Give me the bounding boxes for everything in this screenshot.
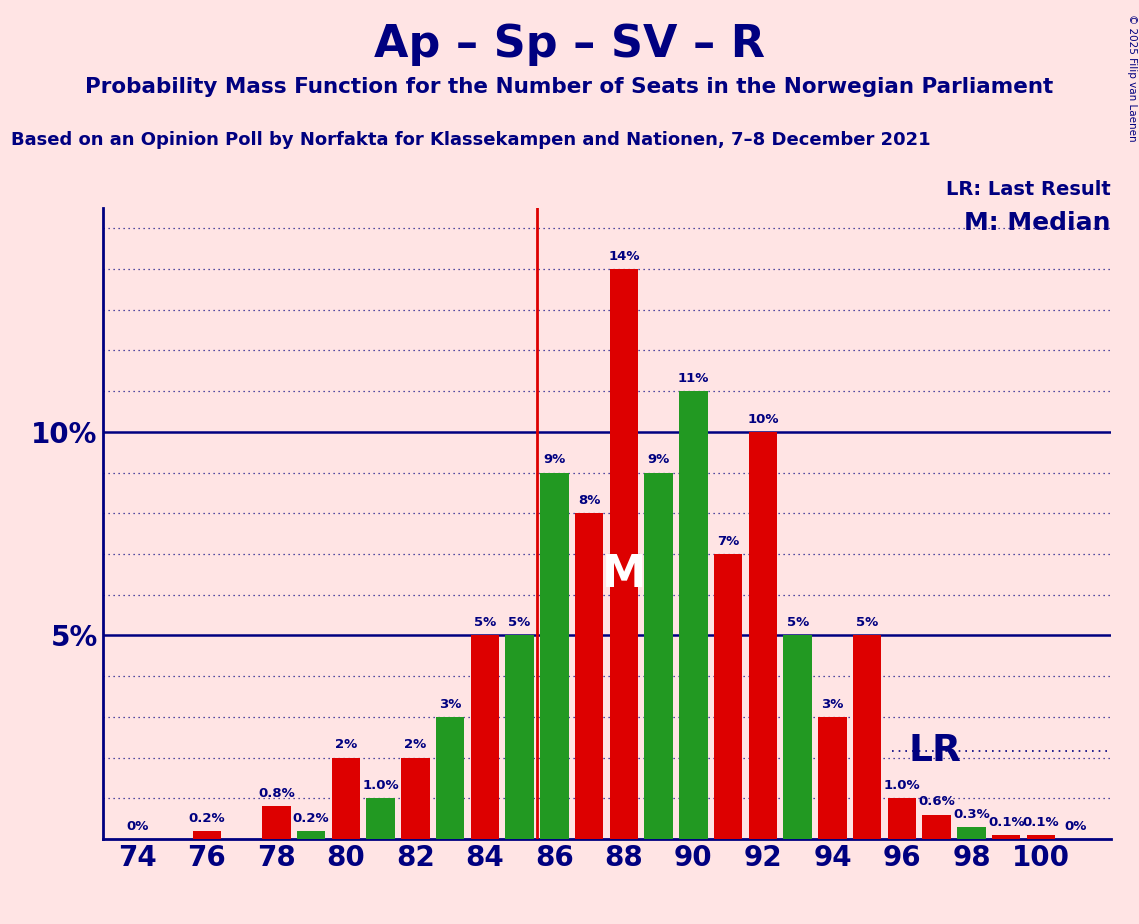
Text: 5%: 5% bbox=[508, 616, 531, 629]
Text: 0%: 0% bbox=[1065, 820, 1087, 833]
Bar bbox=[331, 758, 360, 839]
Bar bbox=[192, 831, 221, 839]
Bar bbox=[887, 798, 916, 839]
Text: 0.2%: 0.2% bbox=[293, 812, 329, 825]
Text: 9%: 9% bbox=[543, 454, 565, 467]
Text: LR: Last Result: LR: Last Result bbox=[945, 180, 1111, 200]
Bar bbox=[540, 472, 568, 839]
Text: Based on an Opinion Poll by Norfakta for Klassekampen and Nationen, 7–8 December: Based on an Opinion Poll by Norfakta for… bbox=[11, 131, 931, 149]
Text: 1.0%: 1.0% bbox=[884, 779, 920, 792]
Text: 5%: 5% bbox=[474, 616, 495, 629]
Text: 14%: 14% bbox=[608, 249, 640, 262]
Text: 0.6%: 0.6% bbox=[918, 796, 956, 808]
Text: 5%: 5% bbox=[857, 616, 878, 629]
Bar bbox=[297, 831, 326, 839]
Bar bbox=[992, 835, 1021, 839]
Text: 3%: 3% bbox=[821, 698, 844, 711]
Bar bbox=[436, 717, 465, 839]
Text: 1.0%: 1.0% bbox=[362, 779, 399, 792]
Bar bbox=[748, 432, 777, 839]
Bar bbox=[367, 798, 395, 839]
Text: 0.1%: 0.1% bbox=[988, 816, 1025, 829]
Text: 8%: 8% bbox=[577, 494, 600, 507]
Bar bbox=[262, 807, 290, 839]
Bar bbox=[575, 513, 604, 839]
Text: 9%: 9% bbox=[648, 454, 670, 467]
Bar bbox=[784, 636, 812, 839]
Bar bbox=[714, 554, 743, 839]
Text: 0.2%: 0.2% bbox=[188, 812, 226, 825]
Text: LR: LR bbox=[909, 734, 961, 770]
Text: 5%: 5% bbox=[787, 616, 809, 629]
Bar bbox=[853, 636, 882, 839]
Text: 0%: 0% bbox=[126, 820, 148, 833]
Text: M: Median: M: Median bbox=[964, 211, 1111, 235]
Bar bbox=[923, 815, 951, 839]
Bar bbox=[609, 269, 638, 839]
Bar bbox=[679, 391, 707, 839]
Text: 2%: 2% bbox=[404, 738, 426, 751]
Bar bbox=[1026, 835, 1055, 839]
Text: © 2025 Filip van Laenen: © 2025 Filip van Laenen bbox=[1126, 14, 1137, 141]
Bar bbox=[470, 636, 499, 839]
Text: Probability Mass Function for the Number of Seats in the Norwegian Parliament: Probability Mass Function for the Number… bbox=[85, 77, 1054, 97]
Text: 10%: 10% bbox=[747, 413, 779, 426]
Text: 0.1%: 0.1% bbox=[1023, 816, 1059, 829]
Text: 3%: 3% bbox=[439, 698, 461, 711]
Bar bbox=[957, 827, 985, 839]
Text: 2%: 2% bbox=[335, 738, 357, 751]
Text: 0.3%: 0.3% bbox=[953, 808, 990, 821]
Bar bbox=[818, 717, 846, 839]
Text: Ap – Sp – SV – R: Ap – Sp – SV – R bbox=[374, 23, 765, 67]
Text: 7%: 7% bbox=[718, 535, 739, 548]
Bar bbox=[506, 636, 534, 839]
Text: 11%: 11% bbox=[678, 372, 710, 385]
Bar bbox=[645, 472, 673, 839]
Text: 0.8%: 0.8% bbox=[257, 787, 295, 800]
Bar bbox=[401, 758, 429, 839]
Text: M: M bbox=[601, 553, 646, 596]
